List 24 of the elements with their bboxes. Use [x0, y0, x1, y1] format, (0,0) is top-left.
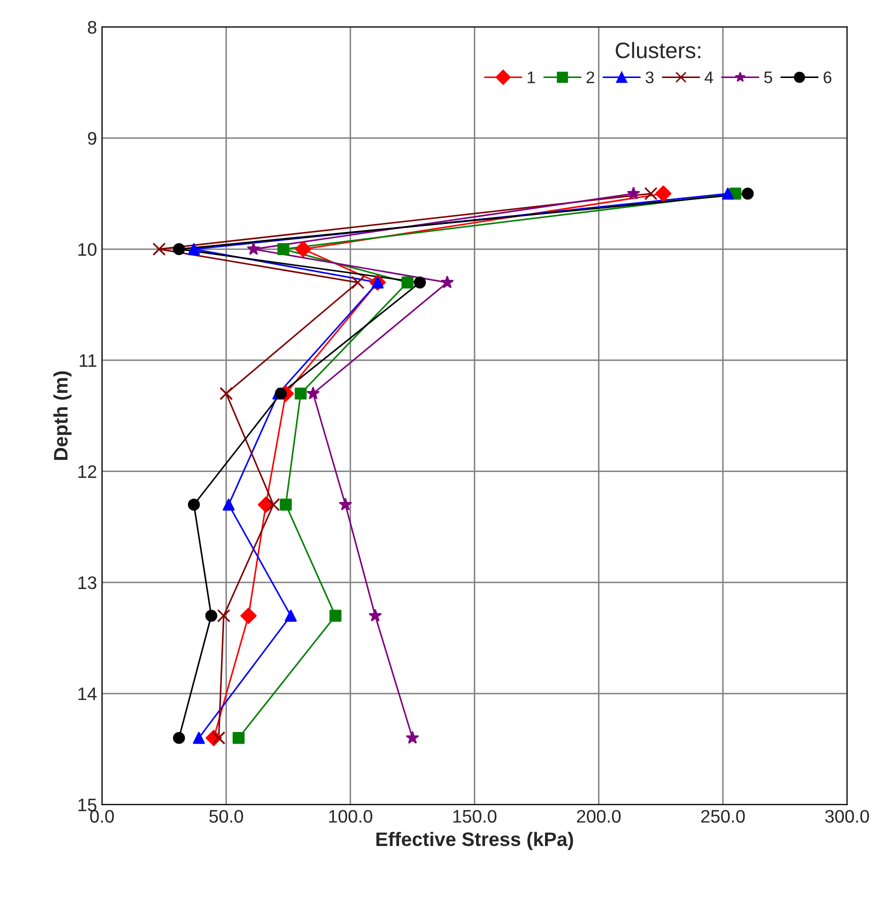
y-tick-label: 14: [78, 688, 97, 700]
legend-title: Clusters:: [616, 42, 700, 58]
x-tick-label: 100.0: [329, 810, 372, 823]
legend-label: 2: [586, 71, 594, 84]
legend-label: 4: [704, 72, 714, 84]
y-tick-label: 13: [78, 576, 96, 590]
x-tick-label: 300.0: [825, 810, 869, 823]
legend-label: 5: [764, 72, 772, 84]
y-tick-label: 11: [80, 354, 96, 367]
y-tick-label: 8: [88, 20, 96, 34]
x-axis-title: Effective Stress (kPa): [376, 832, 574, 850]
y-axis-title: Depth (m): [53, 371, 72, 460]
x-tick-label: 50.0: [209, 810, 244, 823]
y-tick-label: 9: [88, 132, 96, 145]
x-tick-label: 0.0: [90, 810, 114, 823]
x-tick-label: 150.0: [453, 810, 496, 823]
legend-label: 3: [646, 71, 654, 84]
x-tick-label: 200.0: [577, 810, 621, 823]
legend-label: 6: [824, 71, 832, 84]
legend-label: 1: [528, 72, 535, 84]
x-tick-label: 250.0: [701, 810, 745, 823]
y-tick-label: 10: [78, 243, 96, 256]
y-tick-label: 12: [78, 465, 96, 478]
y-tick-label: 15: [78, 798, 96, 812]
